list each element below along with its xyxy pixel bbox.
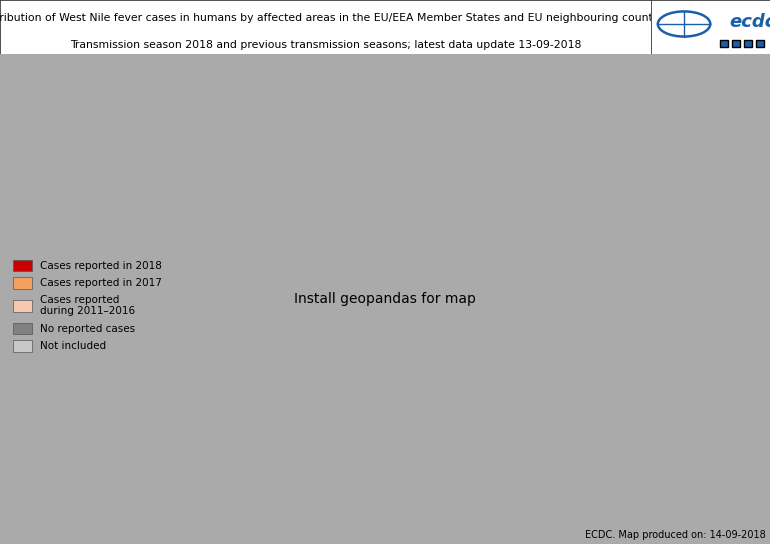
Text: ecdc: ecdc <box>729 13 770 30</box>
Text: ECDC. Map produced on: 14-09-2018: ECDC. Map produced on: 14-09-2018 <box>585 530 766 540</box>
Text: Distribution of West Nile fever cases in humans by affected areas in the EU/EEA : Distribution of West Nile fever cases in… <box>0 13 673 23</box>
FancyBboxPatch shape <box>732 40 740 47</box>
Legend: Cases reported in 2018, Cases reported in 2017, Cases reported
during 2011–2016,: Cases reported in 2018, Cases reported i… <box>9 256 166 356</box>
Text: Transmission season 2018 and previous transmission seasons; latest data update 1: Transmission season 2018 and previous tr… <box>69 40 581 50</box>
FancyBboxPatch shape <box>755 40 764 47</box>
FancyBboxPatch shape <box>720 40 728 47</box>
FancyBboxPatch shape <box>744 40 752 47</box>
Text: Install geopandas for map: Install geopandas for map <box>294 292 476 306</box>
